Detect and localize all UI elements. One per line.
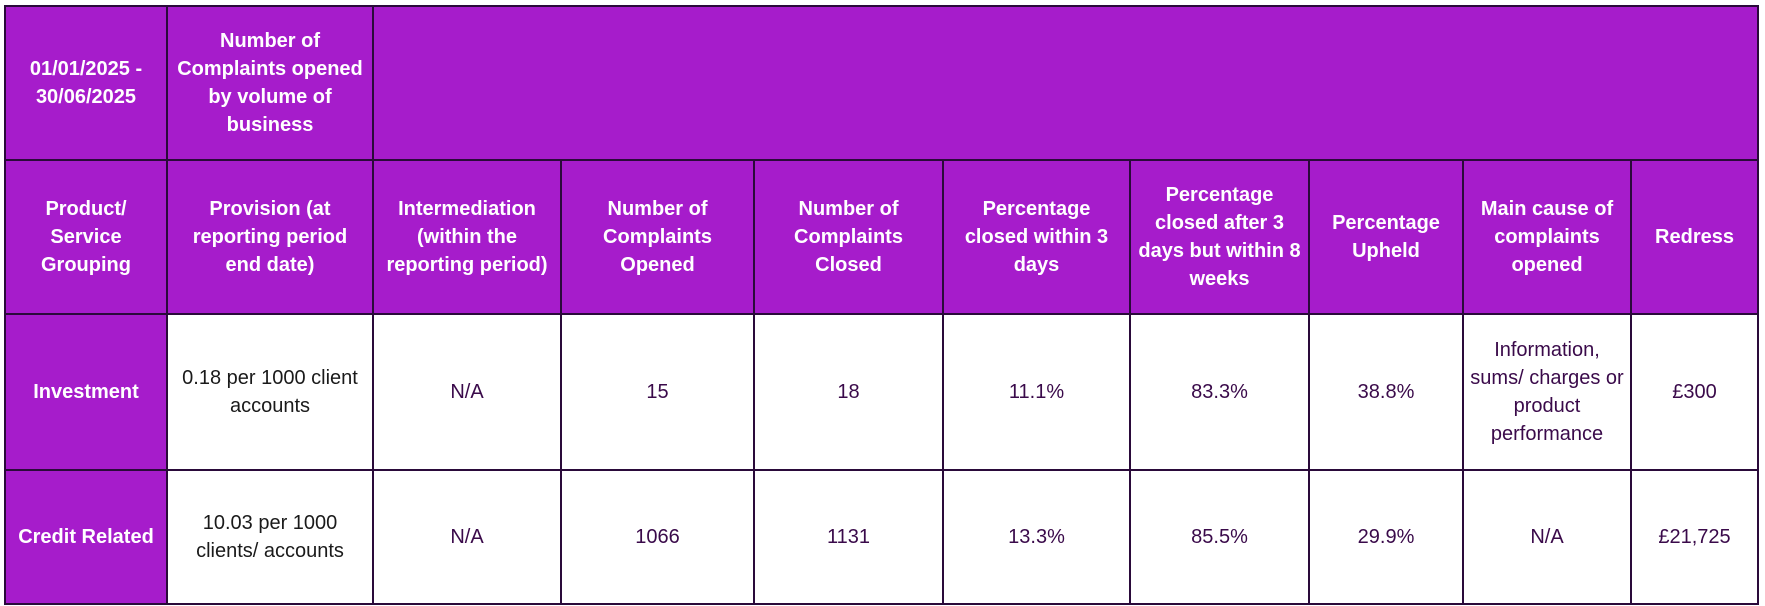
cell-within-3-days: 13.3% (942, 469, 1131, 605)
col-header-redress: Redress (1630, 159, 1759, 315)
cell-within-3-days: 11.1% (942, 313, 1131, 471)
table-row: Investment 0.18 per 1000 client accounts… (4, 313, 1759, 471)
col-header-opened: Number of Complaints Opened (560, 159, 755, 315)
cell-upheld: 38.8% (1308, 313, 1464, 471)
col-header-intermediation: Intermediation (within the reporting per… (372, 159, 562, 315)
row-label-credit-related: Credit Related (4, 469, 168, 605)
col-header-within-3-days: Percentage closed within 3 days (942, 159, 1131, 315)
cell-intermediation: N/A (372, 469, 562, 605)
col-header-main-cause: Main cause of complaints opened (1462, 159, 1632, 315)
cell-opened: 1066 (560, 469, 755, 605)
complaints-table: 01/01/2025 - 30/06/2025 Number of Compla… (4, 5, 1759, 605)
col-header-within-8-weeks: Percentage closed after 3 days but withi… (1129, 159, 1310, 315)
cell-within-8-weeks: 85.5% (1129, 469, 1310, 605)
col-header-closed: Number of Complaints Closed (753, 159, 944, 315)
period-header: 01/01/2025 - 30/06/2025 (4, 5, 168, 161)
cell-within-8-weeks: 83.3% (1129, 313, 1310, 471)
top-header-row: 01/01/2025 - 30/06/2025 Number of Compla… (4, 5, 1759, 161)
table-row: Credit Related 10.03 per 1000 clients/ a… (4, 469, 1759, 605)
col-header-provision: Provision (at reporting period end date) (166, 159, 374, 315)
col-header-grouping: Product/ Service Grouping (4, 159, 168, 315)
cell-provision: 10.03 per 1000 clients/ accounts (166, 469, 374, 605)
row-label-investment: Investment (4, 313, 168, 471)
cell-opened: 15 (560, 313, 755, 471)
cell-redress: £21,725 (1630, 469, 1759, 605)
cell-redress: £300 (1630, 313, 1759, 471)
volume-header: Number of Complaints opened by volume of… (166, 5, 374, 161)
cell-intermediation: N/A (372, 313, 562, 471)
cell-provision: 0.18 per 1000 client accounts (166, 313, 374, 471)
cell-main-cause: N/A (1462, 469, 1632, 605)
cell-closed: 1131 (753, 469, 944, 605)
cell-main-cause: Information, sums/ charges or product pe… (1462, 313, 1632, 471)
cell-upheld: 29.9% (1308, 469, 1464, 605)
cell-closed: 18 (753, 313, 944, 471)
col-header-upheld: Percentage Upheld (1308, 159, 1464, 315)
blank-header (372, 5, 1759, 161)
column-header-row: Product/ Service Grouping Provision (at … (4, 159, 1759, 315)
